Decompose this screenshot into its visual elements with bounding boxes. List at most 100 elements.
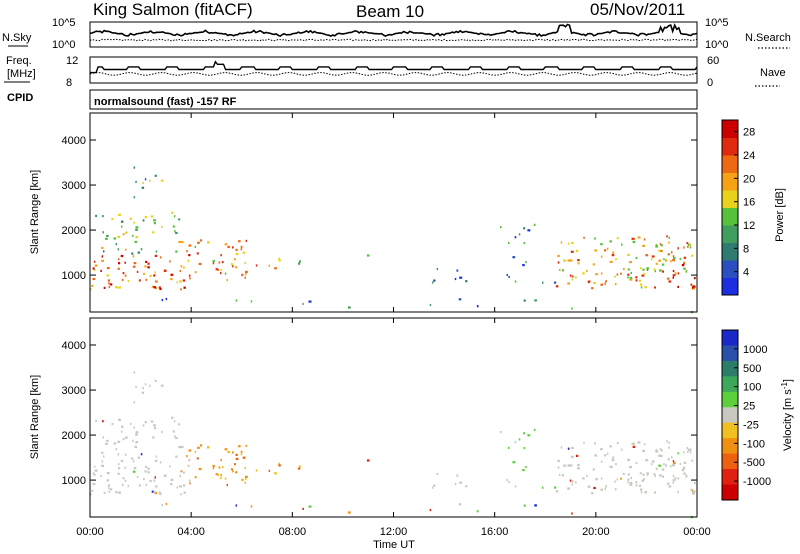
power-cell	[238, 240, 241, 243]
power-cell	[194, 245, 197, 248]
power-cell	[188, 274, 191, 277]
power-cell	[268, 264, 271, 267]
velocity-cell	[431, 486, 434, 489]
range-tick-label: 2000	[62, 225, 86, 237]
power-cell	[179, 269, 182, 273]
power-cell	[101, 259, 104, 262]
freq-label-2: [MHz]	[7, 68, 36, 80]
velocity-cell	[476, 510, 479, 513]
power-cell	[118, 262, 121, 265]
velocity-cell	[534, 504, 537, 507]
power-cell	[161, 225, 163, 228]
velocity-cell	[681, 469, 685, 472]
power-cell	[118, 213, 121, 216]
velocity-cell	[235, 453, 238, 456]
power-cell	[115, 286, 118, 289]
power-colorbar-tick: 28	[743, 127, 755, 139]
velocity-cell	[646, 472, 649, 475]
velocity-cell	[679, 462, 682, 466]
velocity-cell	[668, 446, 670, 449]
power-cell	[244, 261, 246, 265]
power-cell	[667, 277, 670, 280]
power-cell	[153, 274, 156, 277]
velocity-cell	[200, 444, 203, 447]
velocity-y-axis: 1000 2000 3000 4000	[62, 340, 697, 487]
velocity-cell	[571, 480, 573, 483]
power-cell	[658, 249, 661, 252]
power-cell	[135, 226, 139, 229]
power-cell	[180, 240, 184, 244]
power-cell	[102, 215, 104, 218]
power-cell	[140, 248, 143, 251]
power-cell	[147, 266, 150, 269]
velocity-cell	[170, 478, 174, 481]
power-cell	[567, 242, 570, 245]
velocity-cell	[642, 449, 645, 452]
velocity-cell	[226, 484, 228, 487]
power-colorbar-label: Power [dB]	[774, 188, 786, 242]
velocity-cell	[527, 434, 531, 437]
velocity-cell	[151, 490, 154, 493]
power-cell	[454, 277, 457, 281]
power-cell	[645, 254, 649, 257]
power-colorbar-tick: 20	[743, 173, 755, 185]
power-cell	[575, 276, 577, 279]
power-cell	[672, 269, 675, 273]
power-cell	[659, 243, 662, 246]
freq-tick-bottom: 8	[66, 77, 72, 89]
velocity-cell	[635, 484, 638, 487]
power-cell	[121, 225, 123, 228]
velocity-cell	[512, 461, 516, 464]
colorbar-swatch	[722, 207, 738, 226]
velocity-cell	[232, 470, 234, 473]
velocity-cell	[604, 454, 607, 457]
velocity-cell	[651, 460, 655, 463]
velocity-cell	[135, 385, 137, 388]
velocity-cell	[107, 484, 110, 487]
velocity-cell	[668, 485, 672, 488]
power-cell	[220, 254, 222, 257]
velocity-cell	[632, 445, 636, 448]
power-cell	[152, 231, 155, 234]
velocity-cell	[567, 464, 571, 467]
nave-tick-top: 60	[707, 55, 719, 67]
power-cell	[105, 237, 108, 240]
power-cell	[171, 211, 174, 214]
velocity-cell	[635, 461, 638, 465]
power-cell	[134, 240, 137, 243]
velocity-cell	[111, 422, 114, 426]
velocity-cell	[144, 421, 147, 424]
nsky-panel: N.Sky 10^5 10^0 N.Search 10^5 10^0	[2, 17, 791, 51]
power-cell	[95, 214, 97, 217]
velocity-cell	[616, 442, 619, 445]
power-cell	[667, 253, 670, 256]
range-tick-label: 3000	[62, 180, 86, 192]
velocity-cell	[571, 512, 573, 515]
power-cell	[627, 268, 630, 271]
velocity-cell	[278, 464, 281, 467]
velocity-cell	[567, 447, 570, 450]
velocity-cell	[132, 470, 136, 473]
velocity-cell	[115, 448, 117, 451]
power-cell	[117, 267, 120, 270]
velocity-cell	[686, 447, 689, 450]
velocity-cell	[142, 386, 144, 390]
power-cell	[180, 265, 183, 268]
velocity-cell	[611, 459, 615, 462]
power-cell	[594, 249, 598, 252]
power-cell	[604, 282, 606, 285]
velocity-cell	[639, 472, 642, 475]
velocity-cell	[180, 493, 182, 496]
power-cell	[107, 279, 110, 282]
velocity-cell	[92, 482, 96, 486]
power-cell	[660, 244, 663, 247]
power-cell	[173, 215, 176, 218]
power-cell	[169, 260, 171, 263]
power-cell	[672, 276, 674, 279]
power-cell	[366, 254, 370, 257]
power-cell	[124, 274, 127, 277]
power-cell	[672, 255, 675, 258]
velocity-cell	[667, 482, 670, 485]
power-cell	[456, 269, 459, 272]
